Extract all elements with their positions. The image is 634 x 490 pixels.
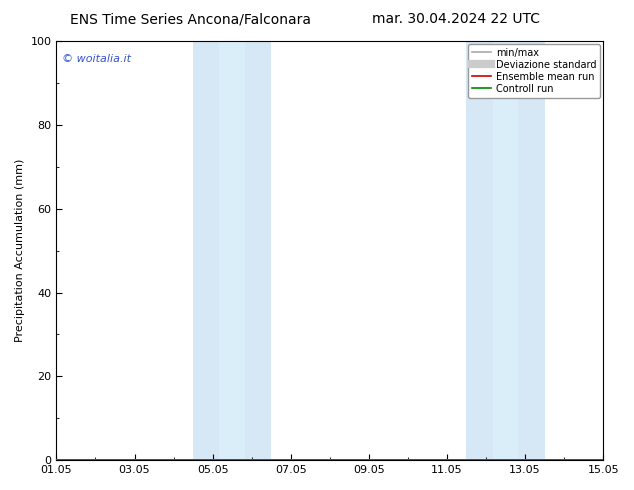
Bar — [219, 41, 245, 460]
Bar — [493, 41, 519, 460]
Bar — [519, 41, 545, 460]
Text: © woitalia.it: © woitalia.it — [62, 53, 131, 64]
Legend: min/max, Deviazione standard, Ensemble mean run, Controll run: min/max, Deviazione standard, Ensemble m… — [468, 44, 600, 98]
Bar — [193, 41, 219, 460]
Bar — [467, 41, 493, 460]
Text: ENS Time Series Ancona/Falconara: ENS Time Series Ancona/Falconara — [70, 12, 311, 26]
Y-axis label: Precipitation Accumulation (mm): Precipitation Accumulation (mm) — [15, 159, 25, 343]
Bar — [245, 41, 271, 460]
Text: mar. 30.04.2024 22 UTC: mar. 30.04.2024 22 UTC — [373, 12, 540, 26]
